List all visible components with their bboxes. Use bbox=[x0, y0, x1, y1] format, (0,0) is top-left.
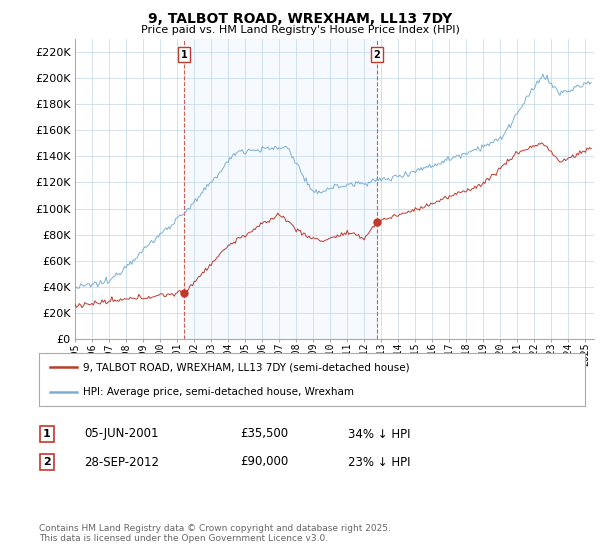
Text: 9, TALBOT ROAD, WREXHAM, LL13 7DY (semi-detached house): 9, TALBOT ROAD, WREXHAM, LL13 7DY (semi-… bbox=[83, 362, 409, 372]
Bar bbox=[184, 39, 377, 339]
Text: 28-SEP-2012: 28-SEP-2012 bbox=[84, 455, 159, 469]
Text: 1: 1 bbox=[181, 50, 188, 60]
Text: 34% ↓ HPI: 34% ↓ HPI bbox=[348, 427, 410, 441]
Text: HPI: Average price, semi-detached house, Wrexham: HPI: Average price, semi-detached house,… bbox=[83, 386, 353, 396]
Text: 2: 2 bbox=[43, 457, 50, 467]
Text: 23% ↓ HPI: 23% ↓ HPI bbox=[348, 455, 410, 469]
Text: 2: 2 bbox=[373, 50, 380, 60]
Text: Contains HM Land Registry data © Crown copyright and database right 2025.
This d: Contains HM Land Registry data © Crown c… bbox=[39, 524, 391, 543]
Text: £35,500: £35,500 bbox=[240, 427, 288, 441]
Text: Price paid vs. HM Land Registry's House Price Index (HPI): Price paid vs. HM Land Registry's House … bbox=[140, 25, 460, 35]
Text: £90,000: £90,000 bbox=[240, 455, 288, 469]
Text: 9, TALBOT ROAD, WREXHAM, LL13 7DY: 9, TALBOT ROAD, WREXHAM, LL13 7DY bbox=[148, 12, 452, 26]
Text: 05-JUN-2001: 05-JUN-2001 bbox=[84, 427, 158, 441]
Text: 1: 1 bbox=[43, 429, 50, 439]
